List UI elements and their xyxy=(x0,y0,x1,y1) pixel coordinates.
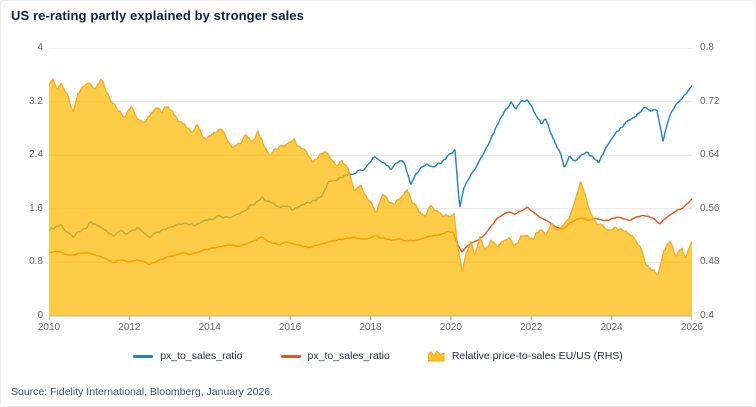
page-title: US re-rating partly explained by stronge… xyxy=(11,8,304,23)
chart-legend: px_to_sales_ratio px_to_sales_ratio Relati… xyxy=(1,350,755,362)
series-area-edge xyxy=(48,78,693,276)
legend-item: Relative price-to-sales EU/US (RHS) xyxy=(427,350,623,362)
y-right-tick-label: 0.8 xyxy=(700,42,714,53)
y-left-tick-label: 0 xyxy=(37,310,43,321)
y-left-tick-label: 1.6 xyxy=(29,202,43,214)
y-right-tick-label: 0.48 xyxy=(700,256,720,268)
x-tick-label: 2026 xyxy=(680,322,704,333)
y-left-tick-label: 2.4 xyxy=(29,149,43,161)
x-tick-label: 2024 xyxy=(600,322,623,333)
y-left-tick-label: 3.2 xyxy=(29,95,43,107)
x-tick-label: 2016 xyxy=(279,322,302,333)
x-tick-label: 2018 xyxy=(359,322,382,333)
legend-line-swatch-icon xyxy=(133,354,154,358)
legend-label: Relative price-to-sales EU/US (RHS) xyxy=(451,350,623,362)
legend-label: px_to_sales_ratio xyxy=(307,350,390,362)
legend-area-swatch-icon xyxy=(427,350,445,362)
x-tick-label: 2022 xyxy=(520,322,543,333)
y-right-tick-label: 0.72 xyxy=(700,95,720,107)
legend-item: px_to_sales_ratio xyxy=(133,350,243,362)
series-area-relative-ps xyxy=(49,78,692,316)
x-tick-label: 2020 xyxy=(439,322,462,333)
y-left-tick-label: 0.8 xyxy=(29,256,43,268)
y-right-tick-label: 0.4 xyxy=(700,310,714,321)
y-left-tick-label: 4 xyxy=(37,42,43,53)
legend-line-swatch-icon xyxy=(280,354,301,358)
chart-canvas xyxy=(48,47,693,320)
x-tick-label: 2012 xyxy=(118,322,141,333)
source-note: Source: Fidelity International, Bloomber… xyxy=(11,386,274,398)
x-tick-label: 2010 xyxy=(37,322,61,333)
x-tick-label: 2014 xyxy=(198,322,221,333)
legend-item: px_to_sales_ratio xyxy=(280,350,390,362)
chart-plot-area xyxy=(48,47,693,322)
y-right-tick-label: 0.64 xyxy=(700,149,720,161)
legend-label: px_to_sales_ratio xyxy=(160,350,243,362)
y-right-tick-label: 0.56 xyxy=(700,202,720,214)
